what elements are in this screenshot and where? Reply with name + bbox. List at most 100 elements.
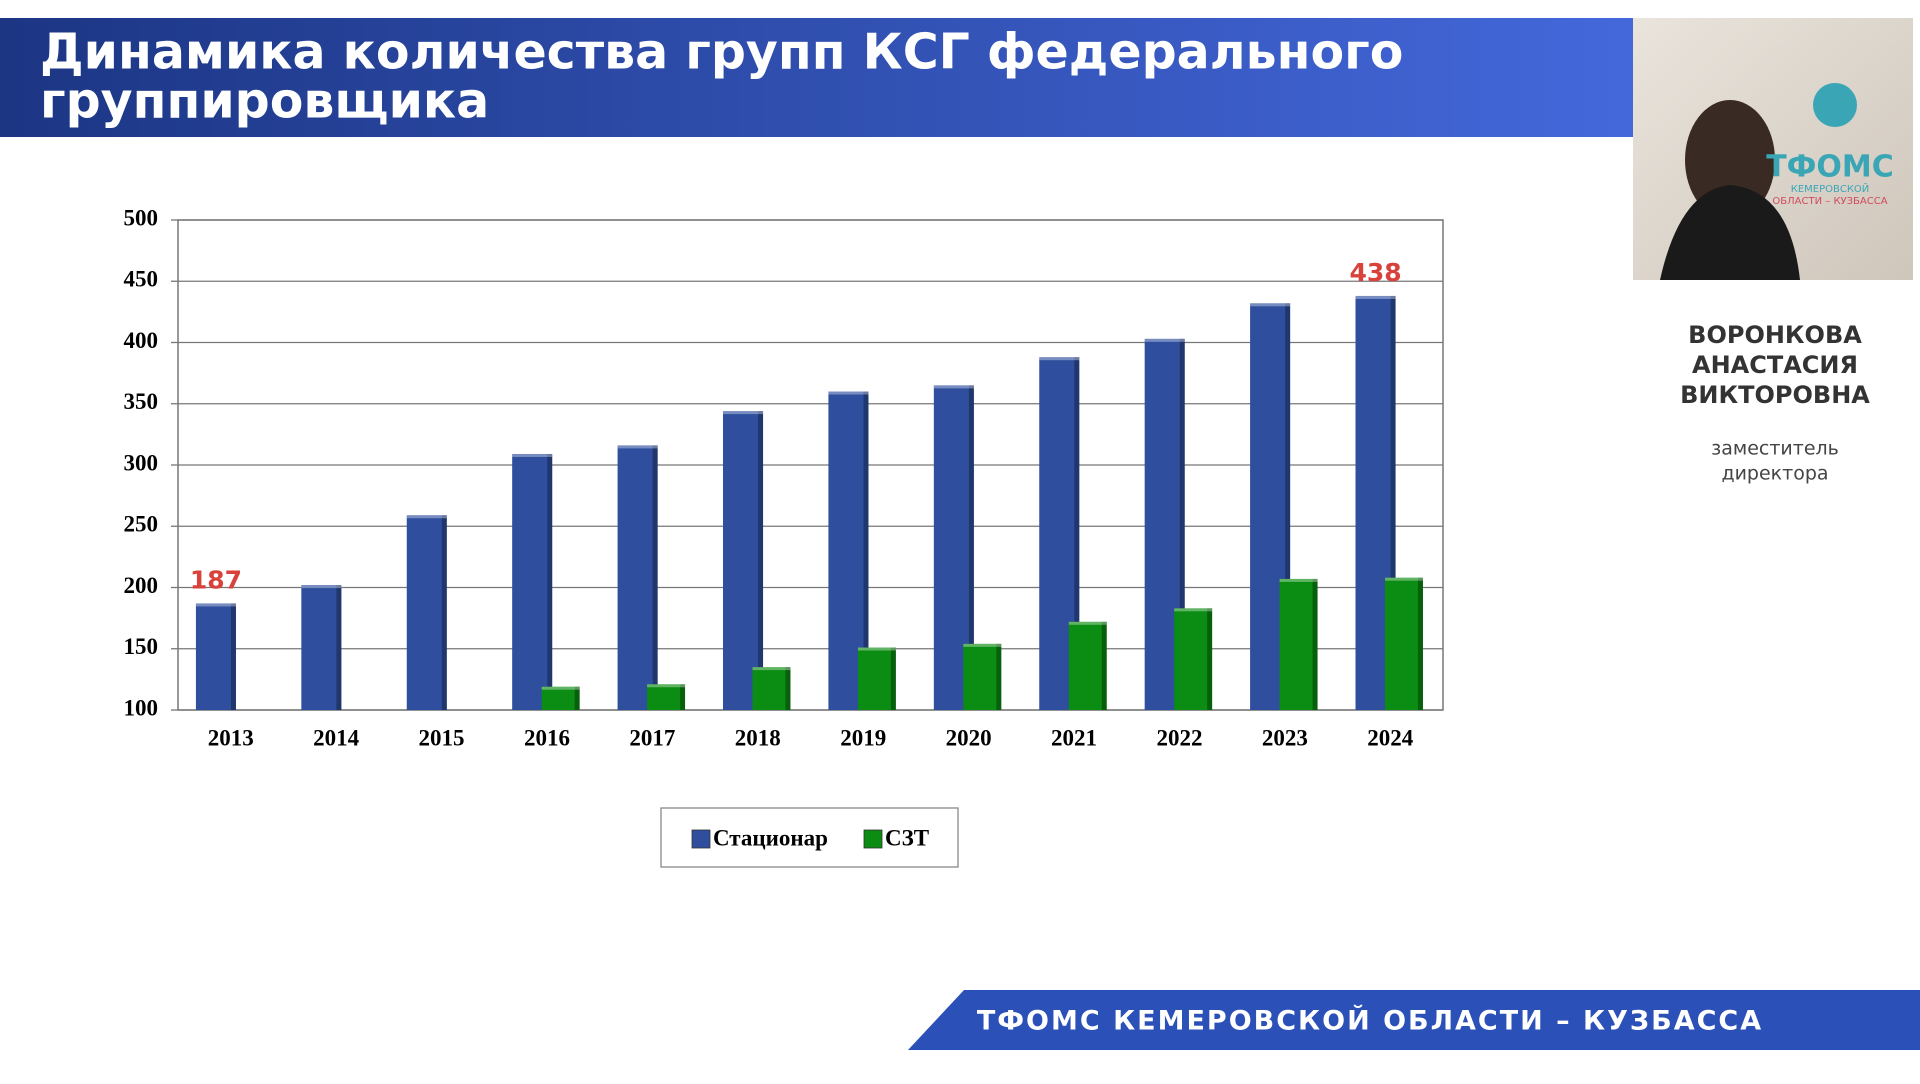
- bar-shade: [968, 385, 974, 710]
- logo-subtext: КЕМЕРОВСКОЙ: [1791, 182, 1870, 195]
- bar-shade: [1207, 608, 1213, 710]
- x-tick-label: 2024: [1367, 725, 1414, 750]
- x-tick-label: 2019: [840, 725, 886, 750]
- x-tick-label: 2017: [629, 725, 675, 750]
- bar-highlight: [933, 385, 974, 389]
- y-tick-label: 350: [124, 389, 159, 414]
- bar-highlight: [1144, 338, 1185, 342]
- bar-highlight: [1068, 621, 1107, 625]
- legend-swatch: [863, 829, 883, 849]
- bar-highlight: [647, 684, 686, 688]
- x-tick-label: 2023: [1262, 725, 1308, 750]
- bar-highlight: [1174, 608, 1213, 612]
- x-tick-label: 2013: [208, 725, 254, 750]
- speaker-name: ВОРОНКОВА: [1688, 321, 1862, 349]
- y-tick-label: 450: [124, 267, 159, 292]
- bar-highlight: [1355, 295, 1396, 299]
- logo-icon: [1813, 83, 1857, 127]
- bar-highlight: [512, 453, 553, 457]
- bar-shade: [890, 647, 896, 710]
- bar-shade: [574, 686, 580, 710]
- footer-banner: [908, 990, 1920, 1050]
- speaker-position: заместитель: [1711, 438, 1839, 460]
- x-tick-label: 2015: [419, 725, 465, 750]
- footer-text: ТФОМС КЕМЕРОВСКОЙ ОБЛАСТИ – КУЗБАССА: [977, 1005, 1763, 1037]
- speaker-figure: [1685, 100, 1775, 220]
- bar-shade: [336, 585, 342, 710]
- bar-highlight: [1039, 357, 1080, 361]
- bar-shade: [785, 667, 791, 710]
- bar-shade: [680, 684, 686, 710]
- bar-shade: [863, 391, 869, 710]
- bar: [857, 647, 896, 710]
- bar-shade: [547, 453, 553, 710]
- title-line: Динамика количества групп КСГ федерально…: [40, 24, 1403, 81]
- bar: [752, 667, 791, 710]
- bar-highlight: [1385, 577, 1423, 581]
- bar-highlight: [301, 585, 342, 589]
- y-tick-label: 300: [124, 450, 159, 475]
- logo-text: ТФОМС: [1766, 150, 1894, 185]
- bar: [647, 684, 686, 710]
- bar: [301, 585, 342, 710]
- x-tick-label: 2018: [735, 725, 781, 750]
- legend-label: СЗТ: [885, 825, 929, 850]
- plot-frame: [177, 219, 1444, 711]
- speaker-name: АНАСТАСИЯ: [1692, 351, 1858, 379]
- bar-highlight: [406, 515, 447, 519]
- bar: [1279, 578, 1318, 710]
- bar-shade: [1179, 338, 1185, 710]
- y-tick-label: 100: [124, 695, 159, 720]
- bar-shade: [1074, 357, 1080, 710]
- speaker-figure: [1660, 185, 1800, 280]
- bar: [723, 411, 764, 710]
- bar: [963, 643, 1002, 710]
- data-label: 187: [190, 565, 242, 594]
- legend-box: [660, 807, 959, 868]
- y-tick-label: 400: [124, 328, 159, 353]
- bar-shade: [1312, 578, 1318, 710]
- bar-highlight: [723, 411, 764, 415]
- y-tick-label: 500: [124, 205, 159, 230]
- bar-shade: [996, 643, 1002, 710]
- x-tick-label: 2022: [1156, 725, 1202, 750]
- bar: [541, 686, 580, 710]
- bar-highlight: [857, 647, 896, 651]
- legend-swatch: [691, 829, 711, 849]
- bar-shade: [652, 445, 658, 710]
- bar-highlight: [828, 391, 869, 395]
- legend-label: Стационар: [713, 825, 828, 850]
- bar-shade: [1390, 295, 1396, 710]
- y-tick-label: 250: [124, 512, 159, 537]
- x-tick-label: 2014: [313, 725, 360, 750]
- speaker-position: директора: [1721, 463, 1828, 485]
- x-tick-label: 2021: [1051, 725, 1097, 750]
- bar-shade: [230, 603, 236, 710]
- bar-shade: [1285, 303, 1291, 710]
- bar: [195, 603, 236, 710]
- bar: [512, 453, 553, 710]
- y-tick-label: 200: [124, 573, 159, 598]
- bar-highlight: [1279, 578, 1318, 582]
- logo-subtext: ОБЛАСТИ – КУЗБАССА: [1772, 196, 1887, 207]
- bar-shade: [758, 411, 764, 710]
- bar-highlight: [195, 603, 236, 607]
- x-tick-label: 2016: [524, 725, 570, 750]
- y-tick-label: 150: [124, 634, 159, 659]
- bar: [1068, 621, 1107, 710]
- title-banner: [0, 18, 1633, 137]
- bar-highlight: [1250, 303, 1291, 307]
- bar: [1385, 577, 1423, 710]
- bar-shade: [441, 515, 447, 710]
- bar-highlight: [617, 445, 658, 449]
- bar: [1174, 608, 1213, 710]
- bar-shade: [1417, 577, 1423, 710]
- bar-highlight: [963, 643, 1002, 647]
- data-label: 438: [1349, 258, 1401, 287]
- bar-highlight: [752, 667, 791, 671]
- bar: [406, 515, 447, 710]
- speaker-name: ВИКТОРОВНА: [1680, 381, 1870, 409]
- x-tick-label: 2020: [946, 725, 992, 750]
- bar-shade: [1101, 621, 1107, 710]
